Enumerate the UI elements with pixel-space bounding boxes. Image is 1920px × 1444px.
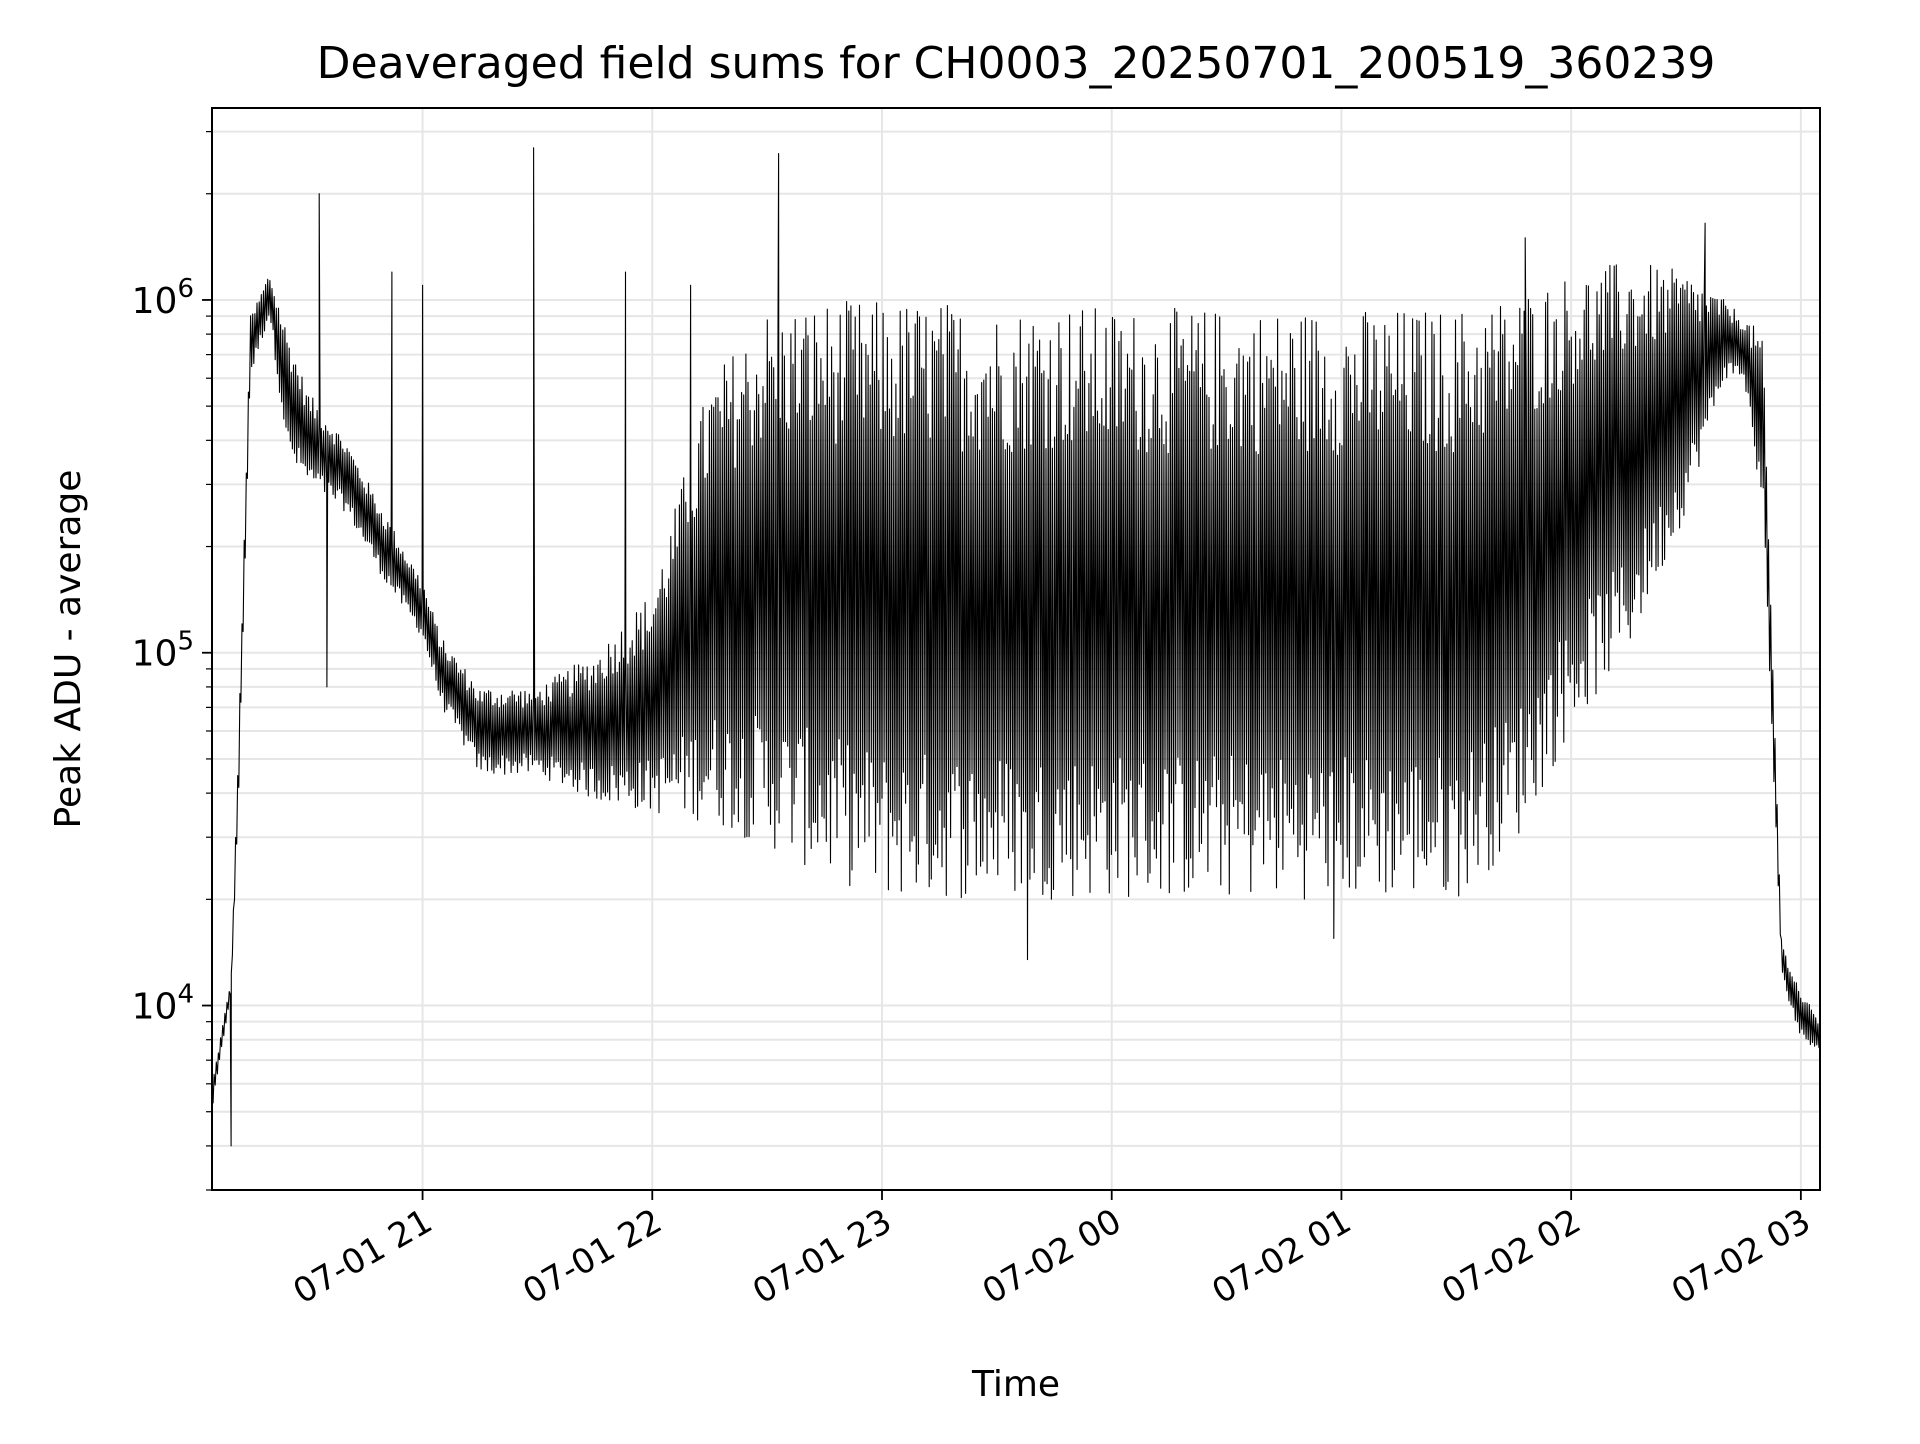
x-axis-label: Time [971, 1364, 1060, 1405]
y-axis-label: Peak ADU - average [48, 470, 89, 829]
y-tick-label: 105 [132, 627, 194, 675]
y-tick-label: 104 [132, 980, 194, 1028]
series-line [211, 147, 1821, 1147]
y-tick-label: 106 [132, 274, 194, 322]
chart-title: Deaveraged field sums for CH0003_2025070… [317, 38, 1716, 89]
plot-frame [211, 107, 1821, 1191]
data-layer [211, 147, 1821, 1147]
